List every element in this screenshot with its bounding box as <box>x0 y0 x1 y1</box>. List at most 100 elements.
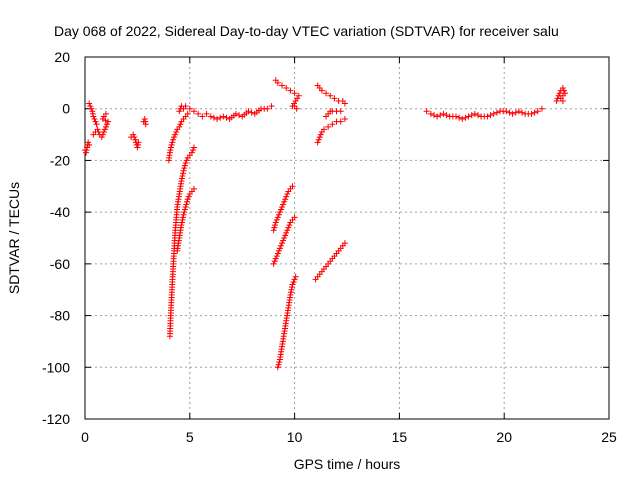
data-point <box>452 113 459 120</box>
data-point <box>98 134 105 141</box>
data-point <box>292 273 299 280</box>
data-point <box>232 110 239 117</box>
data-point <box>327 92 334 99</box>
data-point <box>245 108 252 115</box>
data-point <box>102 123 109 130</box>
series-seg3 <box>90 110 112 141</box>
data-point-interp <box>280 237 287 244</box>
y-tick-labels: -120 -100 -80 -60 -40 -20 0 20 <box>42 49 70 427</box>
data-point <box>316 134 323 141</box>
data-point <box>553 97 560 104</box>
data-point-interp <box>181 206 188 213</box>
x-tick-label: 25 <box>601 429 617 445</box>
data-point <box>86 100 93 107</box>
series-seg10 <box>270 183 296 234</box>
data-point <box>283 229 290 236</box>
data-point <box>130 131 137 138</box>
data-point <box>88 105 95 112</box>
data-point <box>341 240 348 247</box>
data-point-interp <box>179 172 186 179</box>
data-point <box>503 108 510 115</box>
data-point-interp <box>277 206 284 213</box>
data-point <box>178 178 185 185</box>
data-point <box>207 113 214 120</box>
data-point <box>180 167 187 174</box>
x-axis-label: GPS time / hours <box>294 456 401 472</box>
data-point <box>170 136 177 143</box>
data-point <box>186 105 193 112</box>
data-point-interp <box>273 253 280 260</box>
data-point <box>180 211 187 218</box>
data-point-interp <box>487 112 494 119</box>
data-point-interp <box>284 191 291 198</box>
data-point <box>141 116 148 123</box>
data-point-interp <box>317 131 324 138</box>
data-point <box>172 131 179 138</box>
data-point-interp <box>184 198 191 205</box>
data-point <box>484 113 491 120</box>
data-point <box>188 149 195 156</box>
data-point-interp <box>493 109 500 116</box>
y-tick-label: -120 <box>42 411 70 427</box>
data-point <box>93 121 100 128</box>
data-point <box>83 149 90 156</box>
y-tick-label: -20 <box>50 152 70 168</box>
data-point-interp <box>248 109 255 116</box>
data-point <box>337 118 344 125</box>
data-point <box>272 219 279 226</box>
data-point-interp <box>315 136 322 143</box>
data-point <box>102 110 109 117</box>
data-point-interp <box>531 109 538 116</box>
data-point <box>135 139 142 146</box>
data-point <box>178 222 185 229</box>
grid-layer <box>85 57 609 419</box>
data-point <box>92 118 99 125</box>
data-point <box>331 95 338 102</box>
data-point-interp <box>560 87 567 94</box>
data-point-interp <box>277 242 284 249</box>
data-point <box>281 198 288 205</box>
data-point <box>559 85 566 92</box>
data-point <box>490 110 497 117</box>
data-point-interp <box>276 359 283 366</box>
data-point <box>515 108 522 115</box>
data-point <box>142 121 149 128</box>
chart-title: Day 068 of 2022, Sidereal Day-to-day VTE… <box>54 23 559 39</box>
data-point <box>314 139 321 146</box>
data-point <box>94 126 101 133</box>
data-point <box>203 110 210 117</box>
data-point-interp <box>275 247 282 254</box>
data-point-interp <box>189 147 196 154</box>
data-point <box>320 126 327 133</box>
data-point-interp <box>275 211 282 218</box>
data-point <box>182 203 189 210</box>
data-point-interp <box>131 134 138 141</box>
data-point <box>427 110 434 117</box>
data-point <box>465 113 472 120</box>
data-point-interp <box>282 232 289 239</box>
data-point <box>190 185 197 192</box>
data-point-interp <box>519 109 526 116</box>
data-point-interp <box>101 126 108 133</box>
data-point <box>100 128 107 135</box>
data-point-interp <box>512 109 519 116</box>
data-point <box>471 110 478 117</box>
data-point <box>184 196 191 203</box>
data-point <box>89 108 96 115</box>
x-tick-label: 20 <box>496 429 512 445</box>
data-point <box>283 193 290 200</box>
data-point-interp <box>142 118 149 125</box>
data-point-interp <box>171 134 178 141</box>
data-point-interp <box>167 147 174 154</box>
data-point <box>132 136 139 143</box>
data-point-interp <box>179 216 186 223</box>
data-point <box>182 103 189 110</box>
data-point-interp <box>287 289 294 296</box>
data-points <box>82 77 568 371</box>
data-point <box>104 121 111 128</box>
data-point <box>190 144 197 151</box>
x-tick-labels: 0 5 10 15 20 25 <box>81 429 617 445</box>
y-axis-label: SDTVAR / TECUs <box>6 182 22 294</box>
